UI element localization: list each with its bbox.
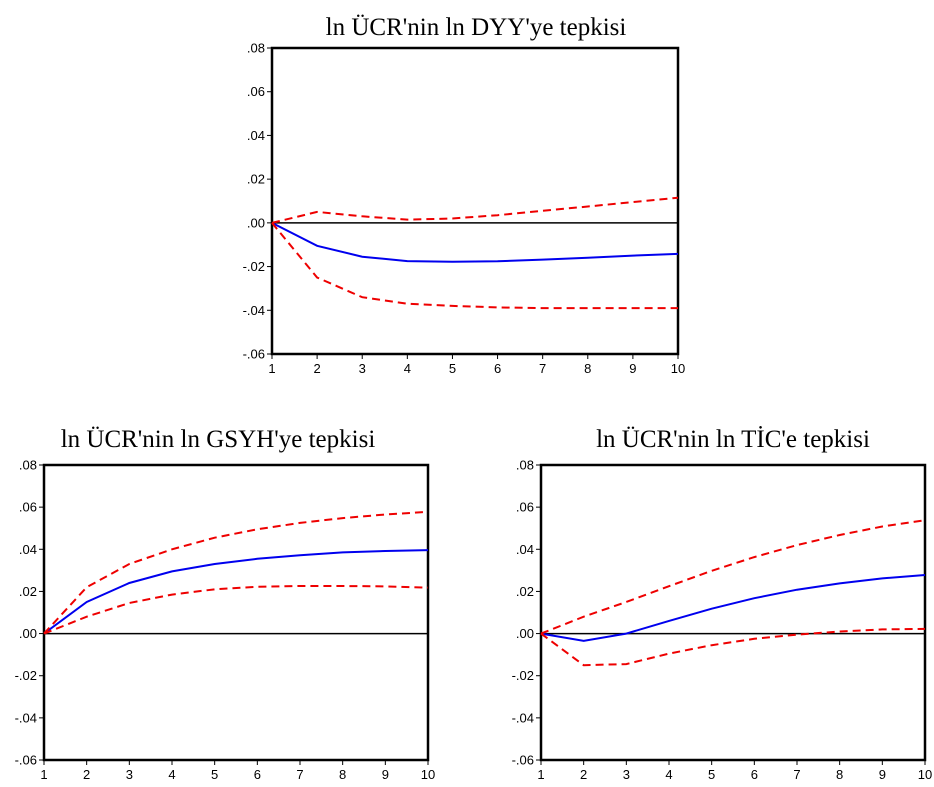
x-tick-label: 7 [296,767,303,782]
series-line-lower-band [43,585,429,635]
y-tick-label: .04 [247,128,265,143]
x-tick-label: 8 [339,767,346,782]
x-tick-label: 6 [494,361,501,376]
y-tick-label: .00 [516,626,534,641]
x-tick-label: 5 [211,767,218,782]
x-tick-label: 9 [879,767,886,782]
x-tick-label: 2 [83,767,90,782]
y-tick-label: .02 [247,172,265,187]
y-tick-label: .08 [247,41,265,56]
y-tick-label: .06 [19,500,37,515]
y-tick-label: -.02 [15,668,37,683]
x-tick-label: 3 [126,767,133,782]
y-tick-label: .02 [19,584,37,599]
y-tick-label: -.04 [15,710,37,725]
x-tick-label: 2 [580,767,587,782]
series-line-response [271,222,679,263]
y-tick-label: .06 [247,84,265,99]
y-tick-label: -.02 [243,259,265,274]
y-tick-label: .08 [19,458,37,473]
x-tick-label: 8 [836,767,843,782]
x-tick-label: 10 [918,767,932,782]
series-line-upper-band [540,519,926,635]
x-tick-label: 1 [537,767,544,782]
x-tick-label: 4 [665,767,672,782]
y-tick-label: -.04 [512,710,534,725]
chart-title-gsyh: ln ÜCR'nin ln GSYH'ye tepkisi [61,426,376,453]
x-tick-label: 5 [708,767,715,782]
x-tick-label: 7 [539,361,546,376]
x-tick-label: 10 [421,767,435,782]
y-tick-label: -.02 [512,668,534,683]
chart-panel-tic: ln ÜCR'nin ln TİC'e tepkisi .08 .06 .04 .02… [512,426,933,782]
series-line-upper-band [43,510,429,635]
series-line-response [540,574,926,642]
x-tick-label: 9 [382,767,389,782]
x-tick-label: 6 [751,767,758,782]
x-tick-label: 4 [168,767,175,782]
y-tick-label: -.06 [512,753,534,768]
series-line-response [43,549,429,635]
y-tick-label: .04 [516,542,534,557]
x-tick-label: 7 [793,767,800,782]
x-tick-label: 4 [404,361,411,376]
chart-panel-gsyh: ln ÜCR'nin ln GSYH'ye tepkisi .08 .06 .04.… [15,426,436,782]
x-tick-label: 10 [671,361,685,376]
chart-title-dyy: ln ÜCR'nin ln DYY'ye tepkisi [326,14,627,41]
x-tick-label: 1 [268,361,275,376]
y-tick-label: .04 [19,542,37,557]
chart-title-tic: ln ÜCR'nin ln TİC'e tepkisi [596,426,870,453]
series-line-upper-band [271,196,679,224]
plot-frame-gsyh [42,463,430,762]
x-tick-label: 6 [254,767,261,782]
y-tick-label: -.06 [243,347,265,362]
series-line-lower-band [540,627,926,667]
y-tick-label: -.04 [243,303,265,318]
y-tick-label: .08 [516,458,534,473]
series-line-lower-band [271,222,678,310]
x-tick-label: 3 [623,767,630,782]
y-tick-label: .06 [516,500,534,515]
x-tick-label: 5 [449,361,456,376]
y-tick-label: .00 [19,626,37,641]
x-tick-label: 3 [359,361,366,376]
plot-frame-dyy [270,46,680,356]
y-tick-label: .02 [516,584,534,599]
y-tick-label: -.06 [15,753,37,768]
x-tick-label: 9 [629,361,636,376]
plot-frame-tic [539,463,927,762]
x-tick-label: 2 [313,361,320,376]
x-tick-label: 1 [40,767,47,782]
y-tick-label: .00 [247,215,265,230]
x-tick-label: 8 [584,361,591,376]
chart-panel-dyy: ln ÜCR'nin ln DYY'ye tepkisi .08 .06 .04 .0… [243,14,686,376]
